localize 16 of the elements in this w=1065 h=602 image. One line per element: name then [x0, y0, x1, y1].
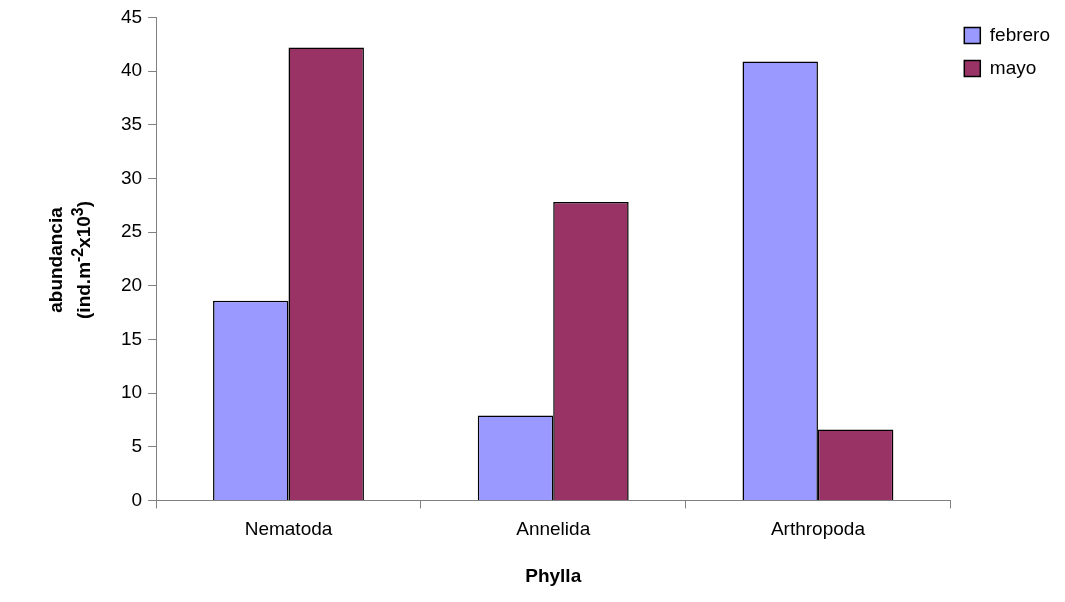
y-tick-label: 40 — [120, 59, 143, 81]
legend-label: mayo — [989, 56, 1037, 78]
legend-label: febrero — [989, 23, 1050, 45]
y-tick-label: 25 — [120, 220, 143, 242]
x-tick-label: Nematoda — [244, 518, 333, 540]
y-tick-label: 10 — [120, 381, 143, 403]
y-tick-label: 30 — [120, 166, 143, 188]
y-tick-label: 35 — [120, 112, 143, 134]
x-tick-label: Arthropoda — [770, 518, 866, 540]
x-tick-label: Annelida — [516, 518, 591, 540]
y-tick-label: 20 — [120, 273, 143, 295]
y-tick-label: 15 — [120, 327, 143, 349]
y-tick-label: 0 — [131, 488, 143, 510]
y-tick-label: 5 — [131, 434, 143, 456]
x-axis-title: Phylla — [525, 564, 582, 586]
y-tick-label: 45 — [120, 5, 143, 27]
